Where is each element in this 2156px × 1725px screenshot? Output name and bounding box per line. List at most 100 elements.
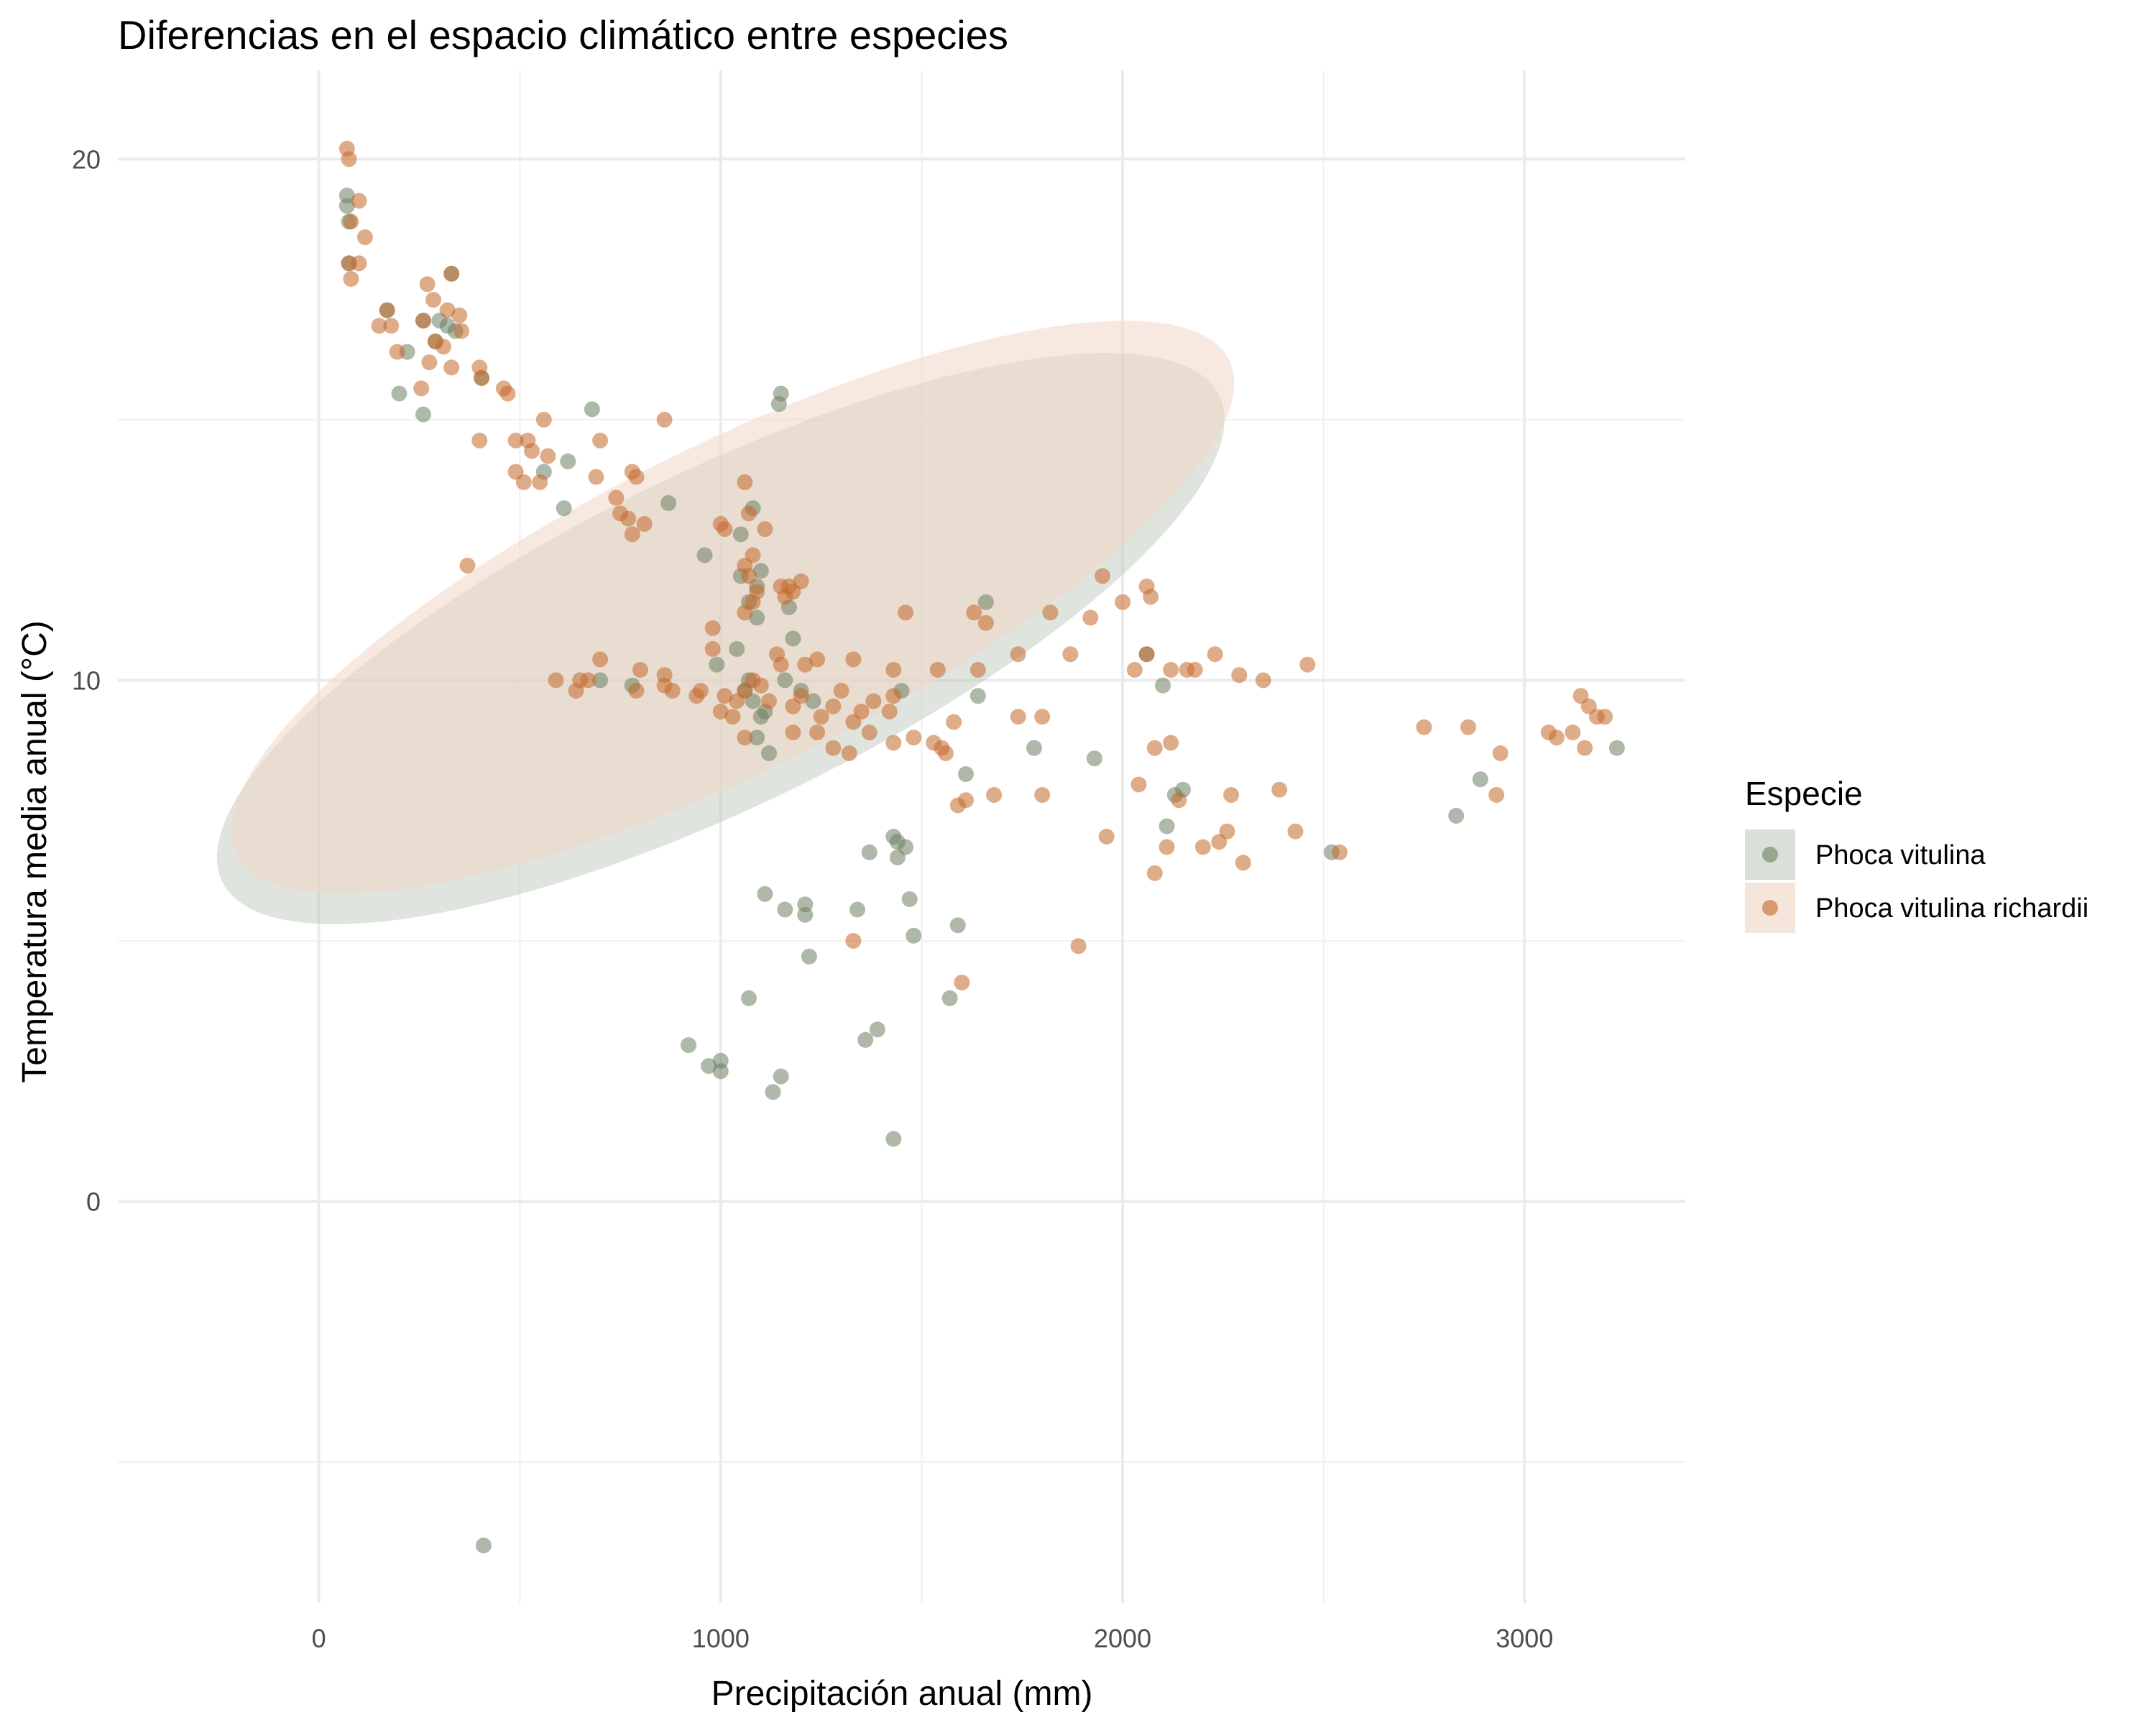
data-point-phoca-vitulina [475, 1537, 492, 1554]
data-point-phoca-vitulina-richardii [1146, 865, 1163, 881]
data-point-phoca-vitulina-richardii [741, 505, 757, 522]
data-point-phoca-vitulina-richardii [969, 661, 986, 678]
data-point-phoca-vitulina-richardii [1255, 672, 1271, 689]
data-point-phoca-vitulina-richardii [495, 380, 512, 397]
data-point-phoca-vitulina-richardii [797, 656, 814, 673]
data-point-phoca-vitulina-richardii [1235, 855, 1251, 871]
axis-ticks: 0 1000 2000 3000 0 10 20 [72, 144, 1553, 1653]
data-point-phoca-vitulina-richardii [383, 318, 400, 334]
data-point-phoca-vitulina-richardii [451, 307, 468, 323]
data-point-phoca-vitulina [777, 901, 793, 918]
data-point-phoca-vitulina [749, 610, 765, 626]
data-point-phoca-vitulina-richardii [636, 515, 653, 532]
data-point-phoca-vitulina-richardii [954, 975, 970, 990]
data-point-phoca-vitulina-richardii [704, 640, 721, 657]
data-point-phoca-vitulina-richardii [1231, 667, 1248, 684]
data-point-phoca-vitulina-richardii [712, 704, 729, 719]
data-point-phoca-vitulina-richardii [825, 740, 842, 756]
data-point-phoca-vitulina [560, 453, 576, 469]
data-point-phoca-vitulina-richardii [1597, 709, 1613, 725]
data-point-phoca-vitulina [556, 500, 572, 517]
data-point-phoca-vitulina [712, 1052, 729, 1069]
data-point-phoca-vitulina-richardii [515, 474, 532, 490]
data-point-phoca-vitulina-richardii [343, 213, 359, 230]
data-point-phoca-vitulina [969, 688, 986, 704]
data-point-phoca-vitulina [752, 563, 769, 579]
data-point-phoca-vitulina-richardii [724, 709, 741, 725]
data-point-phoca-vitulina-richardii [1138, 646, 1155, 663]
legend-title: Especie [1745, 775, 1863, 812]
data-point-phoca-vitulina-richardii [580, 672, 596, 689]
data-point-phoca-vitulina [741, 990, 757, 1006]
data-point-phoca-vitulina-richardii [1492, 745, 1508, 761]
data-point-phoca-vitulina-richardii [986, 787, 1003, 803]
data-point-phoca-vitulina-richardii [898, 604, 914, 621]
data-point-phoca-vitulina [785, 630, 801, 647]
data-point-phoca-vitulina-richardii [1171, 792, 1187, 809]
data-point-phoca-vitulina-richardii [773, 656, 789, 673]
data-point-phoca-vitulina [338, 198, 355, 214]
data-point-phoca-vitulina-richardii [934, 740, 950, 756]
data-point-phoca-vitulina-richardii [1163, 661, 1179, 678]
data-point-phoca-vitulina-richardii [813, 709, 829, 725]
data-point-phoca-vitulina-richardii [524, 443, 540, 459]
data-points [338, 140, 1625, 1554]
data-point-phoca-vitulina-richardii [1143, 589, 1159, 605]
data-point-phoca-vitulina [1086, 750, 1102, 767]
data-point-phoca-vitulina [1026, 740, 1042, 756]
data-point-phoca-vitulina-richardii [608, 489, 625, 506]
data-point-phoca-vitulina-richardii [761, 693, 777, 709]
data-point-phoca-vitulina [757, 886, 773, 902]
data-point-phoca-vitulina-richardii [1211, 834, 1227, 850]
data-point-phoca-vitulina-richardii [548, 672, 564, 689]
x-tick-label: 0 [312, 1624, 326, 1653]
legend: Especie Phoca vitulina Phoca vitulina ri… [1745, 775, 2088, 933]
data-point-phoca-vitulina [941, 990, 958, 1006]
data-point-phoca-vitulina [765, 1084, 781, 1100]
data-point-phoca-vitulina-richardii [1034, 787, 1051, 803]
data-point-phoca-vitulina [857, 1031, 874, 1048]
data-point-phoca-vitulina-richardii [845, 714, 862, 730]
data-point-phoca-vitulina-richardii [1034, 709, 1051, 725]
x-tick-label: 1000 [692, 1624, 750, 1653]
data-point-phoca-vitulina [1472, 771, 1488, 788]
data-point-phoca-vitulina-richardii [1207, 646, 1223, 663]
data-point-phoca-vitulina [732, 526, 749, 543]
data-point-phoca-vitulina-richardii [692, 683, 709, 699]
data-point-phoca-vitulina-richardii [351, 193, 367, 209]
data-point-phoca-vitulina-richardii [443, 359, 460, 376]
data-point-phoca-vitulina-richardii [861, 724, 877, 740]
data-point-phoca-vitulina [889, 850, 906, 865]
data-point-phoca-vitulina [729, 640, 745, 657]
data-point-phoca-vitulina-richardii [1287, 823, 1304, 840]
data-point-phoca-vitulina-richardii [592, 651, 609, 668]
data-point-phoca-vitulina-richardii [1271, 781, 1288, 798]
data-point-phoca-vitulina-richardii [389, 344, 405, 360]
data-point-phoca-vitulina [415, 406, 431, 423]
data-point-phoca-vitulina-richardii [419, 276, 436, 293]
legend-item-phoca-vitulina-richardii: Phoca vitulina richardii [1745, 883, 2088, 933]
data-point-phoca-vitulina-richardii [1010, 709, 1026, 725]
data-point-phoca-vitulina-richardii [507, 432, 524, 448]
data-point-phoca-vitulina-richardii [1549, 730, 1565, 746]
data-point-phoca-vitulina-richardii [825, 698, 842, 714]
data-point-phoca-vitulina-richardii [845, 933, 862, 949]
data-point-phoca-vitulina [681, 1037, 697, 1054]
data-point-phoca-vitulina [660, 494, 677, 511]
data-point-phoca-vitulina-richardii [752, 677, 769, 694]
data-point-phoca-vitulina-richardii [632, 661, 648, 678]
data-point-phoca-vitulina-richardii [628, 469, 645, 485]
data-point-phoca-vitulina [901, 891, 918, 907]
data-point-phoca-vitulina-richardii [809, 651, 826, 668]
data-point-phoca-vitulina-richardii [809, 724, 826, 740]
data-point-phoca-vitulina [849, 901, 865, 918]
data-point-phoca-vitulina [709, 656, 725, 673]
data-point-phoca-vitulina-richardii [421, 354, 438, 371]
data-point-phoca-vitulina-richardii [664, 683, 681, 699]
data-point-phoca-vitulina [1448, 808, 1465, 824]
data-point-phoca-vitulina-richardii [737, 474, 753, 490]
data-point-phoca-vitulina-richardii [1194, 839, 1211, 855]
x-axis-title: Precipitación anual (mm) [711, 1675, 1093, 1713]
data-point-phoca-vitulina-richardii [1158, 839, 1175, 855]
data-point-phoca-vitulina-richardii [588, 469, 604, 485]
